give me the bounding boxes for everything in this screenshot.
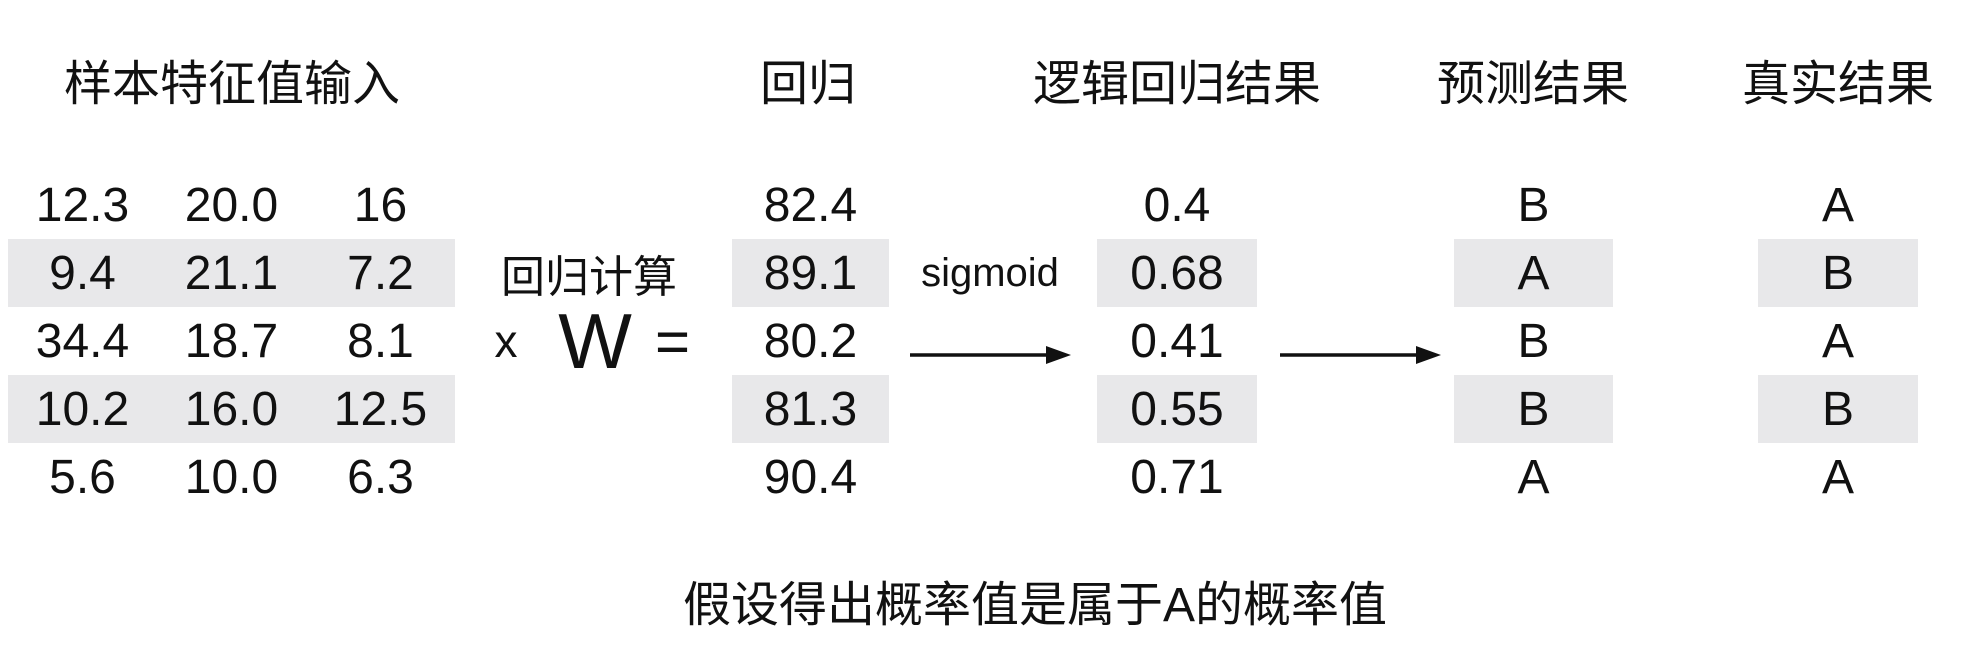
right-arrow-icon: [1280, 346, 1441, 364]
regression-column: 82.4 89.1 80.2 81.3 90.4: [732, 171, 889, 511]
feature-value: 8.1: [347, 314, 414, 368]
regression-value: 81.3: [732, 375, 889, 443]
actual-value: B: [1758, 375, 1918, 443]
feature-value: 16: [353, 178, 408, 232]
table-row: 10.2 16.0 12.5: [8, 375, 455, 443]
feature-value: 21.1: [184, 246, 279, 300]
prediction-value: B: [1517, 178, 1550, 232]
regression-value: 89.1: [732, 239, 889, 307]
prediction-value: B: [1517, 314, 1550, 368]
caption-text: 假设得出概率值是属于A的概率值: [682, 579, 1388, 632]
regression-calc-label: 回归计算: [501, 253, 677, 302]
logistic-result-column: 0.4 0.68 0.41 0.55 0.71: [1097, 171, 1257, 511]
feature-value: 34.4: [35, 314, 130, 368]
feature-value: 10.2: [35, 382, 130, 436]
feature-value: 12.3: [35, 178, 130, 232]
feature-value: 7.2: [347, 246, 414, 300]
feature-value: 18.7: [184, 314, 279, 368]
prediction-column: B A B B A: [1454, 171, 1613, 511]
feature-value: 12.5: [333, 382, 428, 436]
features-table: 12.3 20.0 16 9.4 21.1 7.2 34.4 18.7 8.1 …: [8, 171, 455, 511]
logistic-value: 0.41: [1130, 314, 1224, 368]
feature-value: 5.6: [49, 450, 116, 504]
regression-value: 82.4: [763, 178, 858, 232]
logistic-value: 0.4: [1143, 178, 1211, 232]
actual-value: A: [1821, 450, 1854, 504]
actual-value: B: [1758, 239, 1918, 307]
feature-value: 9.4: [49, 246, 116, 300]
feature-value: 6.3: [347, 450, 414, 504]
prediction-value: A: [1454, 239, 1613, 307]
prediction-header: 预测结果: [1436, 58, 1629, 111]
logistic-value: 0.68: [1097, 239, 1257, 307]
actual-header: 真实结果: [1741, 58, 1934, 111]
regression-value: 90.4: [763, 450, 858, 504]
table-row: 5.6 10.0 6.3: [8, 443, 455, 511]
sigmoid-label: sigmoid: [921, 250, 1059, 295]
table-row: 12.3 20.0 16: [8, 171, 455, 239]
prediction-value: B: [1454, 375, 1613, 443]
equals-sign: =: [654, 307, 691, 375]
regression-header: 回归: [759, 58, 856, 111]
feature-value: 16.0: [184, 382, 279, 436]
actual-column: A B A B A: [1758, 171, 1918, 511]
regression-value: 80.2: [763, 314, 858, 368]
actual-value: A: [1821, 178, 1854, 232]
feature-value: 20.0: [184, 178, 279, 232]
table-row: 9.4 21.1 7.2: [8, 239, 455, 307]
logistic-result-header: 逻辑回归结果: [1032, 58, 1321, 111]
multiply-operator: x: [494, 315, 518, 367]
logistic-value: 0.71: [1130, 450, 1224, 504]
prediction-value: A: [1517, 450, 1550, 504]
feature-value: 10.0: [184, 450, 279, 504]
weight-matrix-symbol: W: [558, 296, 632, 385]
table-row: 34.4 18.7 8.1: [8, 307, 455, 375]
right-arrow-icon: [910, 346, 1071, 364]
actual-value: A: [1821, 314, 1854, 368]
features-header: 样本特征值输入: [63, 58, 400, 111]
logistic-value: 0.55: [1097, 375, 1257, 443]
